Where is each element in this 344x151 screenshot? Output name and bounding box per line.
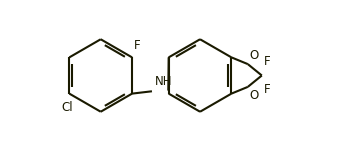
Text: O: O bbox=[250, 49, 259, 62]
Text: F: F bbox=[134, 39, 141, 52]
Text: O: O bbox=[250, 89, 259, 102]
Text: F: F bbox=[264, 55, 271, 69]
Text: NH: NH bbox=[154, 75, 172, 88]
Text: F: F bbox=[264, 82, 271, 96]
Text: Cl: Cl bbox=[61, 101, 73, 114]
